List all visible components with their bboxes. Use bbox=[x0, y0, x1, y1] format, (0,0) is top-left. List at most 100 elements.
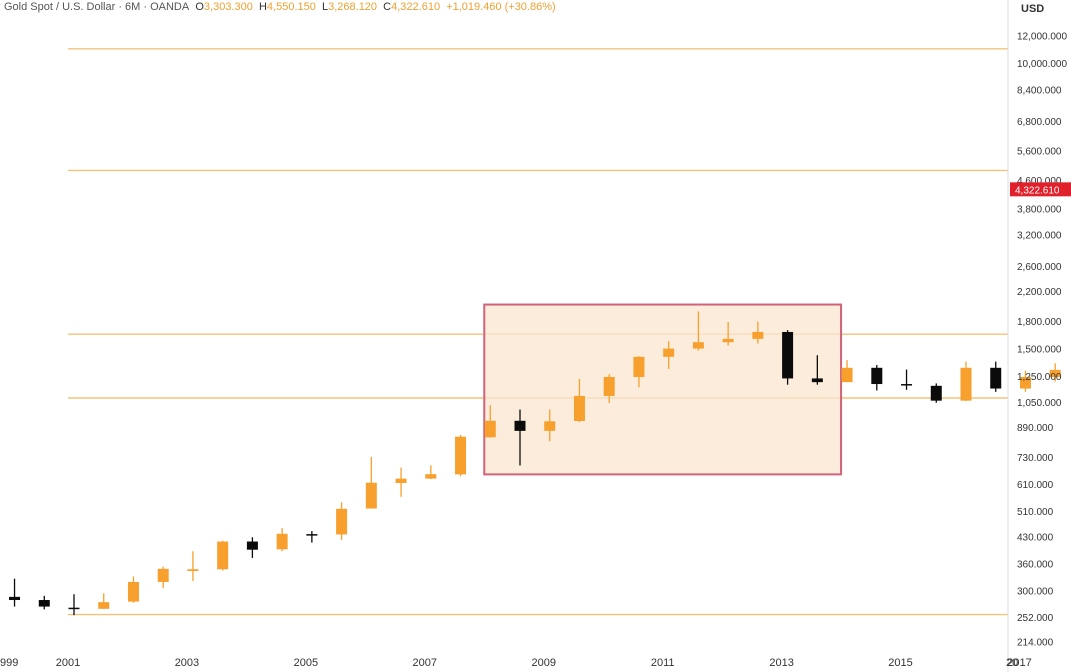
candle[interactable] bbox=[455, 434, 467, 477]
price-tick-label: 360.000 bbox=[1017, 559, 1054, 570]
candle[interactable] bbox=[573, 379, 585, 423]
open-value: 3,303.300 bbox=[203, 1, 253, 13]
candle-body bbox=[395, 478, 407, 483]
candle[interactable] bbox=[1049, 363, 1061, 382]
candle[interactable] bbox=[544, 409, 556, 442]
candle-body bbox=[633, 356, 645, 377]
time-tick-label: 2001 bbox=[56, 657, 80, 669]
last-price-badge bbox=[1010, 182, 1071, 197]
candle[interactable] bbox=[811, 355, 823, 385]
candle-body bbox=[901, 384, 913, 386]
candle-body bbox=[1019, 376, 1031, 389]
candle-body bbox=[692, 342, 704, 349]
candle[interactable] bbox=[217, 540, 229, 571]
candle[interactable] bbox=[306, 531, 318, 543]
candle-body bbox=[573, 395, 585, 421]
candle-body bbox=[127, 581, 139, 602]
candle-body bbox=[871, 367, 883, 385]
price-tick-label: 214.000 bbox=[1017, 638, 1054, 649]
candle-body bbox=[276, 533, 288, 550]
candle[interactable] bbox=[9, 578, 21, 607]
candle-body bbox=[425, 474, 437, 479]
price-tick-label: 890.000 bbox=[1017, 423, 1054, 434]
candle[interactable] bbox=[187, 551, 199, 582]
candle-body bbox=[1049, 369, 1061, 377]
price-tick-label: 510.000 bbox=[1017, 507, 1054, 518]
last-price-label: 4,322.610 bbox=[1015, 185, 1060, 196]
price-tick-label: 1,500.000 bbox=[1017, 345, 1062, 356]
price-tick-label: 3,800.000 bbox=[1017, 205, 1062, 216]
candle[interactable] bbox=[930, 383, 942, 403]
candle[interactable] bbox=[901, 369, 913, 390]
symbol-label: Gold Spot / U.S. Dollar · 6M · OANDA bbox=[4, 1, 190, 13]
candle[interactable] bbox=[990, 361, 1002, 392]
candle-body bbox=[782, 331, 794, 379]
highlight-box[interactable] bbox=[483, 303, 843, 476]
candle[interactable] bbox=[98, 593, 110, 609]
candle[interactable] bbox=[663, 341, 675, 369]
price-tick-label: 8,400.000 bbox=[1017, 85, 1062, 96]
candle-body bbox=[336, 508, 348, 535]
candle[interactable] bbox=[514, 409, 526, 466]
candle[interactable] bbox=[484, 405, 496, 438]
candle[interactable] bbox=[752, 321, 764, 344]
time-tick-label: 2009 bbox=[531, 657, 555, 669]
candle[interactable] bbox=[692, 311, 704, 351]
candle-body bbox=[68, 607, 80, 610]
candle-body bbox=[484, 420, 496, 438]
candle-body bbox=[752, 331, 764, 339]
candle[interactable] bbox=[157, 566, 169, 589]
price-tick-label: 1,800.000 bbox=[1017, 317, 1062, 328]
candle[interactable] bbox=[365, 456, 377, 509]
time-tick-label: 2003 bbox=[175, 657, 199, 669]
price-tick-label: 2,200.000 bbox=[1017, 287, 1062, 298]
candle[interactable] bbox=[336, 502, 348, 541]
candle[interactable] bbox=[68, 594, 80, 616]
candle[interactable] bbox=[425, 465, 437, 480]
candle[interactable] bbox=[960, 361, 972, 401]
price-tick-label: 4,600.000 bbox=[1017, 176, 1062, 187]
candle[interactable] bbox=[127, 576, 139, 603]
high-label: H bbox=[258, 1, 267, 13]
time-axis[interactable]: 999 2001 2003 2005 2007 2009 2011 2013 2015 20172… bbox=[0, 657, 1071, 669]
candle[interactable] bbox=[603, 374, 615, 403]
candle-body bbox=[217, 541, 229, 570]
candle[interactable] bbox=[871, 364, 883, 391]
time-tick-label: 999 bbox=[0, 657, 18, 669]
candle-body bbox=[722, 338, 734, 343]
candle[interactable] bbox=[38, 595, 50, 610]
price-axis[interactable]: 12,000.000 10,000.000 8,400.000 6,800.000 5,… bbox=[1010, 32, 1071, 649]
candle[interactable] bbox=[722, 321, 734, 346]
candle[interactable] bbox=[633, 356, 645, 388]
candle-body bbox=[663, 348, 675, 357]
time-tick-label: 2017 bbox=[1007, 657, 1031, 669]
time-tick-label: 2005 bbox=[294, 657, 318, 669]
candle-body bbox=[811, 378, 823, 383]
unit-label: USD bbox=[1021, 3, 1044, 15]
highlight-boxes bbox=[483, 303, 843, 476]
price-tick-label: 12,000.000 bbox=[1017, 32, 1067, 43]
candles bbox=[9, 311, 1061, 616]
candle[interactable] bbox=[395, 467, 407, 497]
price-tick-label: 3,200.000 bbox=[1017, 231, 1062, 242]
candle-body bbox=[930, 385, 942, 401]
time-tick-label: 2015 bbox=[888, 657, 912, 669]
candle-body bbox=[38, 600, 50, 607]
time-tick-label: 2013 bbox=[769, 657, 793, 669]
close-label: C bbox=[383, 1, 392, 13]
candle[interactable] bbox=[782, 330, 794, 385]
candle[interactable] bbox=[276, 528, 288, 552]
candle-body bbox=[365, 482, 377, 509]
price-tick-label: 430.000 bbox=[1017, 533, 1054, 544]
candle-body bbox=[306, 534, 318, 536]
candle[interactable] bbox=[1019, 370, 1031, 392]
price-tick-label: 2,600.000 bbox=[1017, 262, 1062, 273]
change-value: +1,019.460 (+30.86%) bbox=[446, 1, 556, 13]
open-label: O bbox=[195, 1, 204, 13]
candle-body bbox=[98, 602, 110, 609]
price-tick-label: 252.000 bbox=[1017, 613, 1054, 624]
candle[interactable] bbox=[246, 537, 258, 558]
close-value: 4,322.610 bbox=[391, 1, 441, 13]
candle[interactable] bbox=[841, 360, 853, 383]
